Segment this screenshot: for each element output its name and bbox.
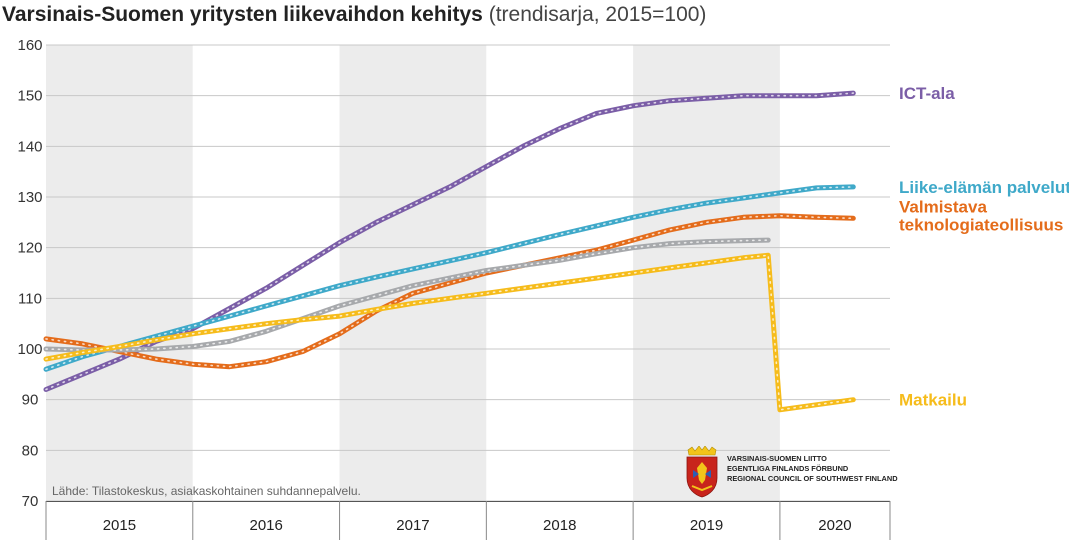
x-axis: 2015 2016 2017 2018 2019 2020	[45, 501, 891, 540]
y-tick-label: 120	[17, 240, 42, 257]
x-tick-label: 2018	[543, 517, 576, 534]
organization-logo: VARSINAIS-SUOMEN LIITTO EGENTLIGA FINLAN…	[683, 446, 898, 498]
organization-name: VARSINAIS-SUOMEN LIITTO EGENTLIGA FINLAN…	[727, 454, 898, 484]
series-dots-ict-ala	[45, 92, 855, 391]
x-tick-label: 2020	[818, 517, 851, 534]
y-tick-label: 150	[17, 88, 42, 105]
year-bands	[46, 45, 890, 501]
series-dots-valmistava-teknologiateollisuus	[45, 214, 855, 368]
x-tick-label: 2015	[103, 517, 136, 534]
chart-subtitle: (trendisarja, 2015=100)	[488, 3, 707, 26]
series-line-series-3	[43, 237, 771, 353]
series-label: Matkailu	[899, 391, 967, 410]
series-dots-matkailu	[45, 254, 855, 411]
y-tick-label: 70	[22, 493, 39, 510]
chart-title-main: Varsinais-Suomen yritysten liikevaihdon …	[2, 3, 483, 26]
org-name-sv: EGENTLIGA FINLANDS FÖRBUND	[727, 464, 849, 473]
year-band-2017	[339, 45, 487, 501]
source-note: Lähde: Tilastokeskus, asiakaskohtainen s…	[52, 484, 361, 498]
y-axis-ticks: 70 80 90 100 110 120 130 140 150 160	[17, 37, 42, 510]
series-lines	[43, 90, 856, 413]
chart-title: Varsinais-Suomen yritysten liikevaihdon …	[2, 3, 706, 27]
year-band-2015	[46, 45, 193, 501]
y-tick-label: 160	[17, 37, 42, 54]
org-name-fi: VARSINAIS-SUOMEN LIITTO	[727, 454, 827, 463]
x-tick-label: 2019	[690, 517, 723, 534]
y-tick-label: 90	[22, 392, 39, 409]
x-tick-label: 2016	[249, 517, 282, 534]
y-tick-label: 100	[17, 341, 42, 358]
year-band-2019	[633, 45, 780, 501]
series-dots-liike-el-m-n-palvelut	[45, 186, 855, 371]
y-tick-label: 140	[17, 138, 42, 155]
series-label: Liike-elämän palvelut	[899, 178, 1069, 197]
series-label: ICT-ala	[899, 84, 955, 103]
year-band-2016	[192, 45, 340, 501]
y-tick-label: 110	[18, 290, 42, 307]
series-label-line: Valmistava	[899, 197, 987, 216]
y-tick-label: 130	[17, 189, 42, 206]
series-label-line: teknologiateollisuus	[899, 215, 1063, 234]
org-name-en: REGIONAL COUNCIL OF SOUTHWEST FINLAND	[727, 474, 898, 483]
year-band-2018	[486, 45, 634, 501]
x-tick-label: 2017	[396, 517, 429, 534]
y-tick-label: 80	[22, 442, 39, 459]
series-label: Valmistava teknologiateollisuus	[899, 197, 1063, 234]
coat-of-arms-icon	[686, 446, 718, 498]
year-band-2020	[779, 45, 890, 501]
